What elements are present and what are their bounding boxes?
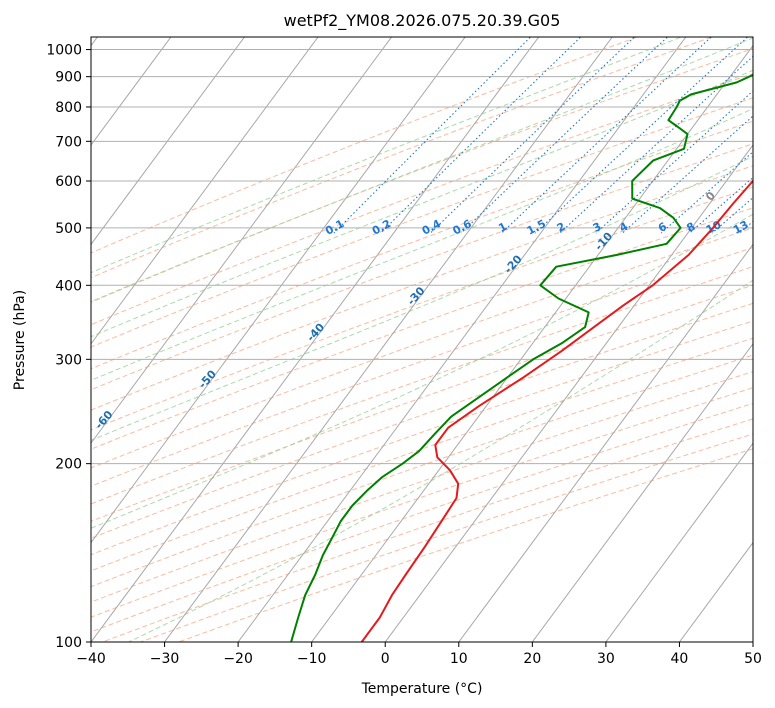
isotherm-line [91,37,246,246]
moist-adiabat [91,213,753,529]
y-axis-label: Pressure (hPa) [12,290,28,390]
x-tick-label: −30 [150,651,180,667]
mixing-ratio-line [460,37,669,234]
x-tick-label: −10 [297,651,327,667]
isotherm-line [163,37,613,642]
y-tick-label: 300 [55,352,82,368]
isotherm-line [678,541,753,642]
x-tick-label: 20 [523,651,541,667]
mixing-ratio-label: 13 [731,218,751,237]
x-tick-label: 10 [450,651,468,667]
x-tick-label: −20 [223,651,253,667]
x-tick-label: −40 [76,651,106,667]
dry-adiabat [91,337,753,572]
y-tick-label: 800 [55,100,82,116]
isotherm-line [91,37,393,445]
dry-adiabat [91,266,753,505]
mixing-ratio-lines [333,37,753,234]
plot-frame [90,36,754,643]
dry-adiabat [91,371,753,603]
x-tick-label: 40 [671,651,689,667]
isotherm-line [384,144,753,642]
plot-content: 0.10.20.40.611.52346810131620253036-100-… [91,37,753,642]
y-tick-label: 200 [55,457,82,473]
mixing-ratio-line [559,55,753,234]
y-axis-ticks: 100 200 300 400 500 600 700 800 900 1000 [46,43,91,651]
y-tick-label: 500 [55,221,82,237]
mixing-ratio-line [430,37,636,234]
x-axis-ticks: −40 −30 −20 −10 0 10 20 30 40 50 [76,642,762,667]
x-tick-label: 50 [744,651,762,667]
dry-adiabat [91,387,753,618]
x-tick-label: 30 [597,651,615,667]
dry-adiabat [91,97,753,348]
isotherm-line [605,442,753,642]
isotherm-line [311,44,753,642]
mixing-ratio-line [660,151,753,234]
pressure-gridlines [91,49,753,642]
mixing-ratio-line [595,90,753,234]
dry-adiabat [91,143,753,391]
y-tick-label: 700 [55,134,82,150]
isotherm-line [91,37,172,146]
mixing-ratio-line [501,37,713,234]
y-tick-label: 400 [55,278,82,294]
temperature-line [360,179,753,642]
isotherm-line [91,37,466,544]
chart-title: wetPf2_YM08.2026.075.20.39.G05 [284,11,561,31]
dry-adiabat [91,284,753,522]
isotherm-line [91,37,540,642]
isotherm-line [531,342,753,642]
y-tick-label: 100 [55,635,82,651]
skewed-isotherms [91,37,753,642]
profile-series [290,73,753,642]
isotherm-line [237,37,687,642]
dry-adiabat [91,354,753,588]
mixing-ratio-line [333,37,532,234]
y-tick-label: 1000 [46,43,82,59]
x-axis-label: Temperature (°C) [361,681,483,697]
y-tick-label: 600 [55,174,82,190]
y-tick-label: 900 [55,70,82,86]
isotherm-line [91,37,319,345]
moist-adiabat [128,279,753,642]
dry-adiabat [91,302,753,539]
dry-adiabat [91,320,753,556]
moist-adiabat [91,108,753,381]
x-tick-label: 0 [381,651,390,667]
isotherm-line [458,243,753,642]
dry-adiabat [91,37,714,279]
dewpoint-line [290,73,753,642]
